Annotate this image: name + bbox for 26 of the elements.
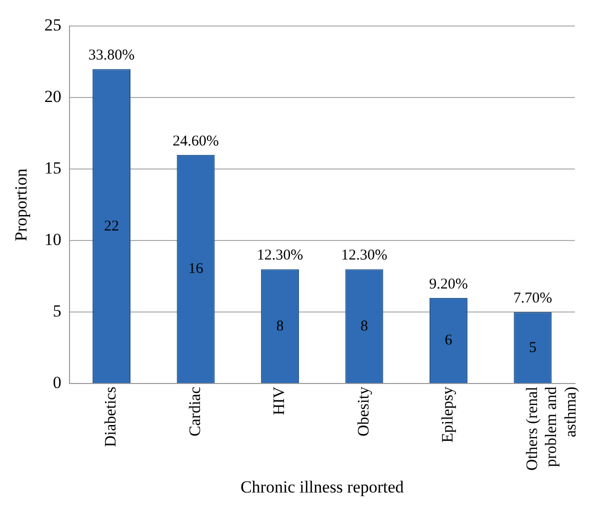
y-tick-label: 15 [44, 158, 62, 178]
y-axis-title: Proportion [12, 168, 31, 242]
x-tick-label: Others (renal problem and asthma) [524, 386, 580, 471]
annotation: 24.60% [172, 133, 219, 150]
x-tick-label: HIV [271, 386, 288, 416]
data-label: 8 [276, 318, 284, 334]
x-tick-label: Cardiac [186, 386, 204, 436]
y-tick-label: 10 [44, 230, 62, 250]
data-label: 22 [104, 218, 120, 234]
annotation: 9.20% [429, 276, 468, 292]
y-tick-label: 5 [52, 302, 62, 321]
annotation: 12.30% [256, 248, 304, 264]
annotation: 12.30% [341, 248, 388, 264]
x-tick-label: Epilepsy [440, 386, 457, 443]
data-label: 5 [528, 340, 536, 356]
data-label: 6 [444, 332, 453, 349]
x-tick-label: Diabetics [102, 386, 120, 448]
x-axis-title: Chronic illness reported [240, 477, 404, 496]
y-tick-label: 20 [44, 87, 62, 106]
data-label: 8 [360, 318, 368, 334]
annotation: 33.80% [88, 48, 135, 64]
data-label: 16 [188, 261, 204, 278]
y-tick-label: 0 [52, 373, 62, 392]
annotation: 7.70% [513, 290, 552, 307]
y-tick-label: 25 [44, 16, 62, 35]
x-tick-label: Obesity [355, 386, 372, 436]
